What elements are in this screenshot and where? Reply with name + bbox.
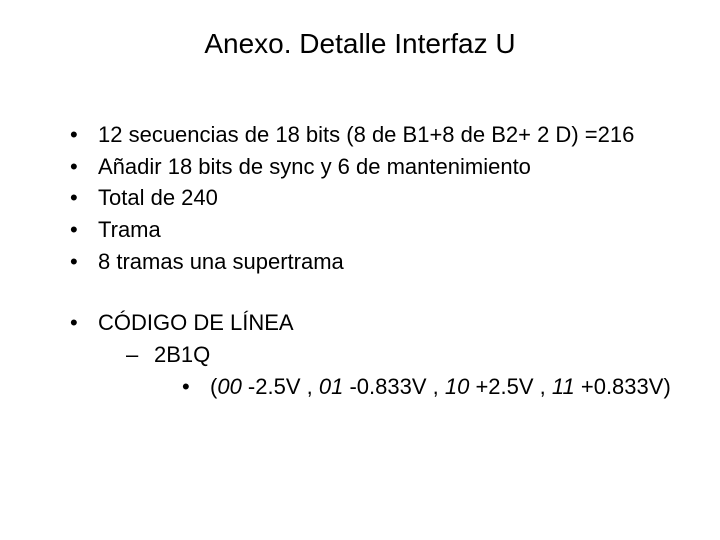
bullet-text: Añadir 18 bits de sync y 6 de mantenimie… — [98, 154, 531, 179]
spacer — [40, 278, 680, 308]
sub-sub-bullet-item: (00 -2.5V , 01 -0.833V , 10 +2.5V , 11 +… — [182, 372, 680, 402]
bullet-item: Añadir 18 bits de sync y 6 de mantenimie… — [70, 152, 680, 182]
val-01: -0.833V , — [343, 374, 445, 399]
bullet-text: Trama — [98, 217, 161, 242]
bullet-item: 8 tramas una supertrama — [70, 247, 680, 277]
sub-list: 2B1Q (00 -2.5V , 01 -0.833V , 10 +2.5V ,… — [98, 340, 680, 401]
bullet-list: 12 secuencias de 18 bits (8 de B1+8 de B… — [40, 120, 680, 276]
val-10: +2.5V , — [469, 374, 552, 399]
bullet-item: Total de 240 — [70, 183, 680, 213]
bullet-text: Total de 240 — [98, 185, 218, 210]
sub-sub-list: (00 -2.5V , 01 -0.833V , 10 +2.5V , 11 +… — [154, 372, 680, 402]
bullet-item: CÓDIGO DE LÍNEA 2B1Q (00 -2.5V , 01 -0.8… — [70, 308, 680, 401]
slide: Anexo. Detalle Interfaz U 12 secuencias … — [0, 0, 720, 540]
bullet-text: CÓDIGO DE LÍNEA — [98, 310, 294, 335]
bullet-text: 8 tramas una supertrama — [98, 249, 344, 274]
code-11: 11 — [552, 374, 575, 399]
val-11: +0.833V) — [575, 374, 671, 399]
code-10: 10 — [445, 374, 469, 399]
code-01: 01 — [319, 374, 343, 399]
bullet-item: 12 secuencias de 18 bits (8 de B1+8 de B… — [70, 120, 680, 150]
sub-bullet-text: 2B1Q — [154, 342, 210, 367]
bullet-list-2: CÓDIGO DE LÍNEA 2B1Q (00 -2.5V , 01 -0.8… — [40, 308, 680, 401]
bullet-item: Trama — [70, 215, 680, 245]
val-00: -2.5V , — [242, 374, 319, 399]
slide-title: Anexo. Detalle Interfaz U — [40, 28, 680, 60]
code-00: 00 — [217, 374, 241, 399]
bullet-text: 12 secuencias de 18 bits (8 de B1+8 de B… — [98, 122, 634, 147]
sub-bullet-item: 2B1Q (00 -2.5V , 01 -0.833V , 10 +2.5V ,… — [126, 340, 680, 401]
